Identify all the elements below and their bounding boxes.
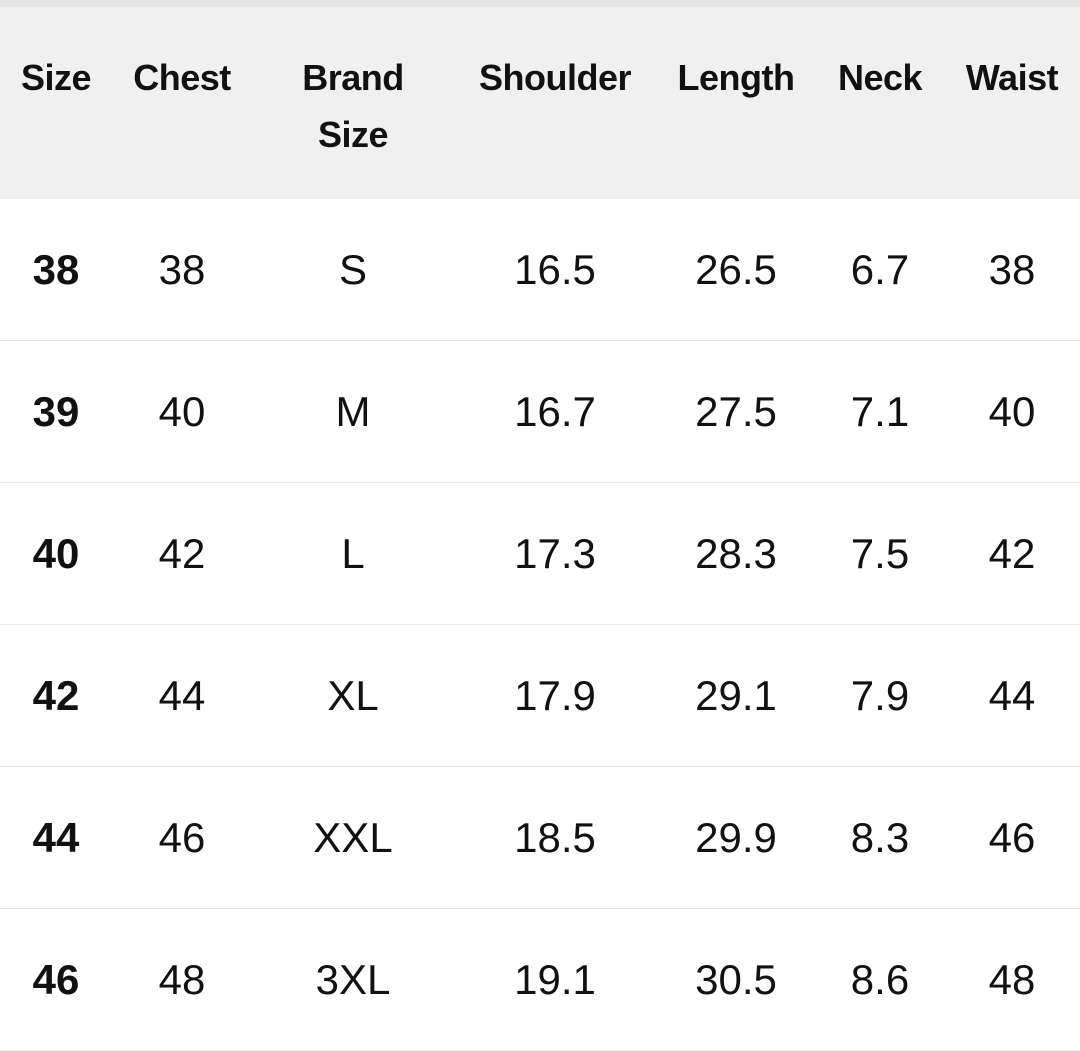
column-header-chest: Chest	[133, 57, 231, 98]
cell-shoulder: 18.5	[514, 814, 596, 861]
table-header: Size Chest Brand Size Shoulder Length Neck Wai…	[0, 7, 1080, 199]
cell-brand-size: 3XL	[315, 956, 391, 1003]
cell-chest: 38	[158, 246, 206, 293]
column-header-length: Length	[677, 57, 795, 98]
cell-chest: 42	[158, 530, 206, 577]
cell-size: 44	[32, 814, 80, 861]
cell-chest: 48	[158, 956, 206, 1003]
column-header-neck: Neck	[837, 57, 923, 98]
cell-shoulder: 16.5	[514, 246, 596, 293]
cell-size: 46	[32, 956, 80, 1003]
cell-chest: 44	[158, 672, 206, 719]
cell-chest: 40	[158, 388, 206, 435]
size-chart-table: Size Chest Brand Size Shoulder Length Neck Wai…	[0, 7, 1080, 1051]
cell-size: 39	[32, 388, 80, 435]
cell-waist: 48	[988, 956, 1036, 1003]
table-body: 38 38 S 16.5 26.5 6.7 38 39 40 M 16.7 27.5 7.1 40 40 42…	[0, 199, 1080, 1051]
cell-waist: 42	[988, 530, 1036, 577]
cell-neck: 7.5	[850, 530, 910, 577]
cell-neck: 6.7	[850, 246, 910, 293]
cell-waist: 44	[988, 672, 1036, 719]
cell-length: 30.5	[695, 956, 777, 1003]
cell-size: 42	[32, 672, 80, 719]
cell-length: 29.9	[695, 814, 777, 861]
table-row: 42 44 XL 17.9 29.1 7.9 44	[0, 625, 1080, 767]
cell-size: 38	[32, 246, 80, 293]
cell-length: 29.1	[695, 672, 777, 719]
cell-neck: 7.9	[850, 672, 910, 719]
cell-brand-size: XL	[327, 672, 379, 719]
table-row: 46 48 3XL 19.1 30.5 8.6 48	[0, 909, 1080, 1051]
cell-length: 26.5	[695, 246, 777, 293]
table-row: 40 42 L 17.3 28.3 7.5 42	[0, 483, 1080, 625]
table-row: 38 38 S 16.5 26.5 6.7 38	[0, 199, 1080, 341]
cell-brand-size: XXL	[313, 814, 393, 861]
cell-waist: 40	[988, 388, 1036, 435]
column-header-size: Size	[20, 57, 92, 98]
cell-brand-size: L	[341, 530, 365, 577]
cell-length: 28.3	[695, 530, 777, 577]
column-header-shoulder: Shoulder	[478, 57, 632, 98]
cell-shoulder: 17.9	[514, 672, 596, 719]
top-band	[0, 0, 1080, 7]
cell-shoulder: 19.1	[514, 956, 596, 1003]
cell-brand-size: S	[338, 246, 367, 293]
cell-waist: 38	[988, 246, 1036, 293]
cell-brand-size: M	[335, 388, 371, 435]
cell-neck: 8.3	[850, 814, 910, 861]
table-row: 44 46 XXL 18.5 29.9 8.3 46	[0, 767, 1080, 909]
column-header-brand-size: Brand Size	[302, 57, 404, 155]
cell-size: 40	[32, 530, 80, 577]
cell-length: 27.5	[695, 388, 777, 435]
column-header-waist: Waist	[965, 57, 1059, 98]
cell-shoulder: 17.3	[514, 530, 596, 577]
cell-shoulder: 16.7	[514, 388, 596, 435]
cell-neck: 8.6	[850, 956, 910, 1003]
cell-chest: 46	[158, 814, 206, 861]
table-row: 39 40 M 16.7 27.5 7.1 40	[0, 341, 1080, 483]
cell-neck: 7.1	[850, 388, 910, 435]
cell-waist: 46	[988, 814, 1036, 861]
